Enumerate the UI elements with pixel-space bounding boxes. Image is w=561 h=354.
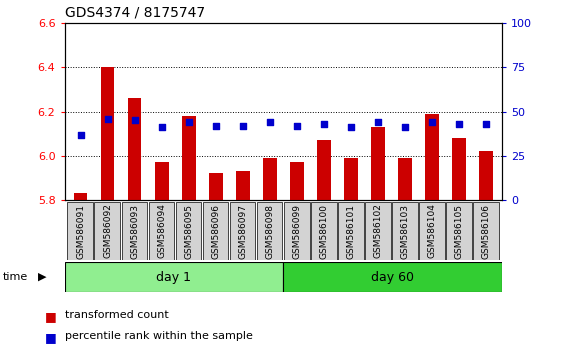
Bar: [452, 138, 466, 200]
FancyBboxPatch shape: [392, 202, 417, 259]
FancyBboxPatch shape: [203, 202, 228, 259]
Bar: [236, 171, 250, 200]
Bar: [263, 158, 277, 200]
FancyBboxPatch shape: [67, 202, 94, 259]
FancyBboxPatch shape: [311, 202, 337, 259]
FancyBboxPatch shape: [256, 202, 283, 259]
Text: GSM586103: GSM586103: [401, 204, 410, 258]
Bar: [209, 173, 223, 200]
Bar: [290, 162, 304, 200]
Point: [401, 125, 410, 130]
Text: percentile rank within the sample: percentile rank within the sample: [65, 331, 252, 341]
Text: GSM586099: GSM586099: [292, 204, 301, 258]
Point: [130, 118, 139, 123]
FancyBboxPatch shape: [65, 262, 283, 292]
Text: GSM586091: GSM586091: [76, 204, 85, 258]
Point: [454, 121, 463, 127]
Point: [374, 119, 383, 125]
Text: GSM586095: GSM586095: [184, 204, 194, 258]
Text: GSM586093: GSM586093: [130, 204, 139, 258]
Bar: [479, 152, 493, 200]
Text: time: time: [3, 272, 28, 282]
Point: [103, 116, 112, 121]
Point: [319, 121, 328, 127]
Text: ■: ■: [45, 331, 57, 344]
Point: [238, 123, 247, 129]
FancyBboxPatch shape: [94, 202, 121, 259]
Text: ■: ■: [45, 310, 57, 323]
Text: day 60: day 60: [371, 270, 414, 284]
Text: ▶: ▶: [38, 272, 47, 282]
Point: [184, 119, 193, 125]
Bar: [398, 158, 412, 200]
Point: [427, 119, 436, 125]
FancyBboxPatch shape: [176, 202, 201, 259]
Text: GSM586098: GSM586098: [265, 204, 274, 258]
Point: [76, 132, 85, 137]
Point: [265, 119, 274, 125]
FancyBboxPatch shape: [122, 202, 148, 259]
FancyBboxPatch shape: [365, 202, 390, 259]
Bar: [101, 67, 114, 200]
FancyBboxPatch shape: [283, 262, 502, 292]
Text: GSM586104: GSM586104: [427, 204, 436, 258]
Bar: [344, 158, 357, 200]
Bar: [155, 162, 168, 200]
Text: GSM586092: GSM586092: [103, 204, 112, 258]
Text: GSM586096: GSM586096: [211, 204, 220, 258]
FancyBboxPatch shape: [229, 202, 255, 259]
Text: GSM586100: GSM586100: [319, 204, 328, 258]
Text: transformed count: transformed count: [65, 310, 168, 320]
Point: [157, 125, 166, 130]
Text: GDS4374 / 8175747: GDS4374 / 8175747: [65, 5, 205, 19]
FancyBboxPatch shape: [445, 202, 472, 259]
FancyBboxPatch shape: [338, 202, 364, 259]
Bar: [128, 98, 141, 200]
Point: [481, 121, 490, 127]
Point: [292, 123, 301, 129]
Point: [346, 125, 355, 130]
FancyBboxPatch shape: [283, 202, 310, 259]
Bar: [74, 193, 88, 200]
FancyBboxPatch shape: [149, 202, 174, 259]
Bar: [317, 140, 330, 200]
Text: GSM586106: GSM586106: [481, 204, 490, 258]
FancyBboxPatch shape: [473, 202, 499, 259]
Text: GSM586102: GSM586102: [373, 204, 383, 258]
Bar: [425, 114, 439, 200]
Bar: [371, 127, 385, 200]
Text: GSM586101: GSM586101: [346, 204, 355, 258]
Point: [211, 123, 220, 129]
Text: GSM586097: GSM586097: [238, 204, 247, 258]
Text: GSM586094: GSM586094: [157, 204, 166, 258]
FancyBboxPatch shape: [419, 202, 444, 259]
Text: GSM586105: GSM586105: [454, 204, 463, 258]
Text: day 1: day 1: [157, 270, 191, 284]
Bar: [182, 116, 196, 200]
